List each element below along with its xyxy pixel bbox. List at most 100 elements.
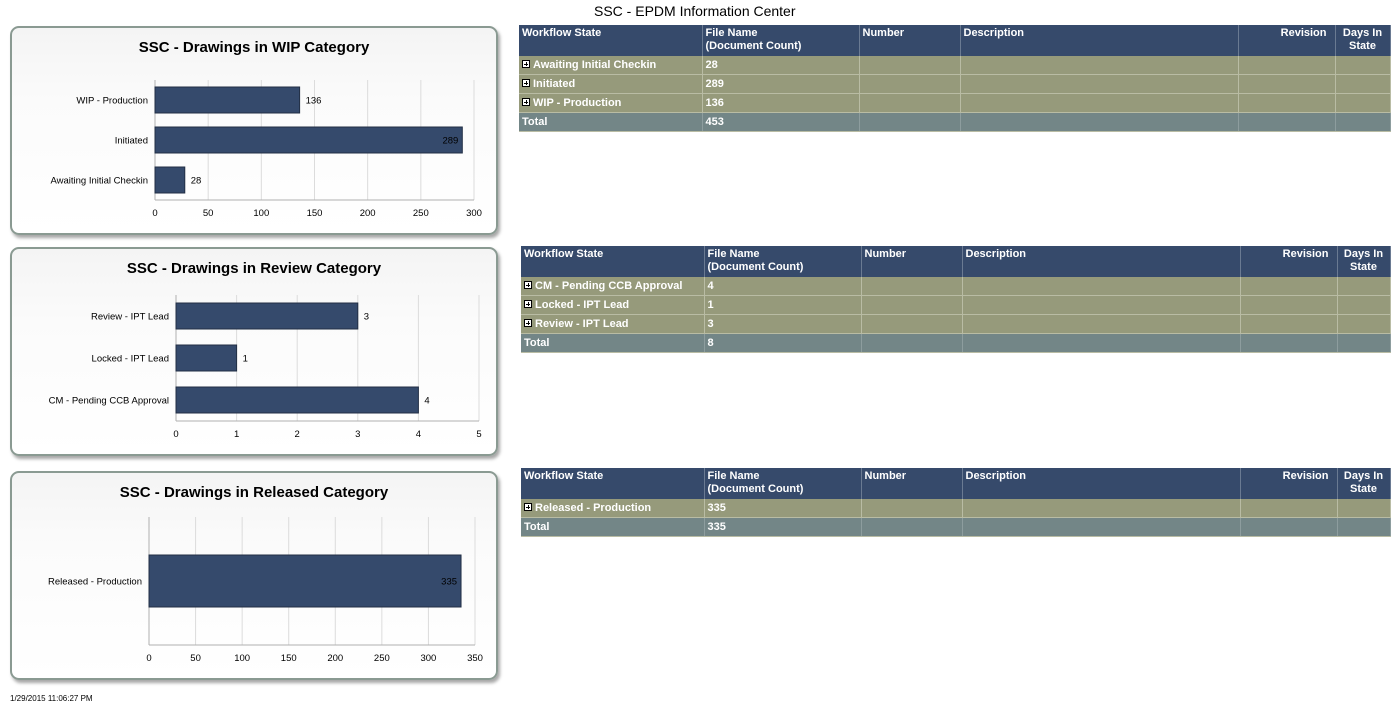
state-label: Initiated: [533, 78, 576, 90]
col-number[interactable]: Number: [859, 25, 961, 56]
expand-icon[interactable]: [524, 319, 532, 327]
col-revision[interactable]: Revision: [1240, 246, 1338, 277]
category-label: Initiated: [115, 136, 148, 147]
total-label: Total: [519, 112, 703, 132]
col-days-in-state[interactable]: Days In State: [1337, 246, 1391, 277]
state-label: Locked - IPT Lead: [535, 299, 630, 311]
state-label: Released - Production: [535, 502, 652, 514]
x-tick-label: 0: [173, 429, 178, 440]
count-cell: 289: [702, 74, 860, 94]
x-tick-label: 200: [327, 653, 343, 664]
review-state-table: Workflow State File Name (Document Count…: [521, 246, 1391, 353]
table-row: WIP - Production 136: [519, 93, 1391, 113]
count-cell: 4: [704, 277, 862, 296]
x-tick-label: 50: [190, 653, 201, 664]
chart-title: SSC - Drawings in WIP Category: [139, 39, 370, 56]
value-label: 3: [364, 312, 369, 323]
col-number[interactable]: Number: [861, 468, 963, 499]
x-tick-label: 300: [420, 653, 436, 664]
x-tick-label: 100: [234, 653, 250, 664]
expand-icon[interactable]: [522, 79, 530, 87]
table-row: Review - IPT Lead 3: [521, 314, 1391, 334]
expand-icon[interactable]: [524, 300, 532, 308]
x-tick-label: 350: [467, 653, 483, 664]
total-row: Total 8: [521, 333, 1391, 353]
col-workflow-state[interactable]: Workflow State: [519, 25, 703, 56]
x-tick-label: 2: [295, 429, 300, 440]
x-tick-label: 1: [234, 429, 239, 440]
col-revision[interactable]: Revision: [1240, 468, 1338, 499]
x-tick-label: 150: [281, 653, 297, 664]
wip-bar-chart: SSC - Drawings in WIP Category 0 50 100 150 2…: [50, 39, 482, 219]
x-tick-label: 4: [416, 429, 421, 440]
x-tick-label: 3: [355, 429, 360, 440]
col-description[interactable]: Description: [962, 246, 1241, 277]
state-cell[interactable]: CM - Pending CCB Approval: [521, 277, 705, 296]
col-file-name[interactable]: File Name (Document Count): [702, 25, 860, 56]
bar[interactable]: [148, 554, 462, 608]
x-tick-label: 150: [307, 208, 323, 219]
col-description[interactable]: Description: [960, 25, 1239, 56]
total-count: 8: [704, 333, 862, 353]
table-row: Initiated 289: [519, 74, 1391, 94]
state-cell[interactable]: WIP - Production: [519, 93, 703, 113]
state-cell[interactable]: Initiated: [519, 74, 703, 94]
table-row: CM - Pending CCB Approval 4: [521, 277, 1391, 296]
state-cell[interactable]: Awaiting Initial Checkin: [519, 56, 703, 75]
col-description[interactable]: Description: [962, 468, 1241, 499]
col-revision[interactable]: Revision: [1238, 25, 1336, 56]
total-label: Total: [521, 333, 705, 353]
bar[interactable]: [175, 302, 359, 330]
x-tick-label: 0: [152, 208, 157, 219]
table-row: Locked - IPT Lead 1: [521, 295, 1391, 315]
state-label: CM - Pending CCB Approval: [535, 280, 683, 292]
count-cell: 136: [702, 93, 860, 113]
value-label: 1: [243, 354, 248, 365]
expand-icon[interactable]: [524, 503, 532, 511]
col-file-name[interactable]: File Name (Document Count): [704, 246, 862, 277]
total-row: Total 453: [519, 112, 1391, 132]
table-row: Released - Production 335: [521, 499, 1391, 518]
state-cell[interactable]: Released - Production: [521, 499, 705, 518]
report-timestamp: 1/29/2015 11:06:27 PM: [10, 694, 93, 703]
bar[interactable]: [175, 344, 238, 372]
x-tick-label: 0: [146, 653, 151, 664]
x-tick-label: 200: [360, 208, 376, 219]
table-header-row: Workflow State File Name (Document Count…: [521, 246, 1391, 277]
state-label: WIP - Production: [533, 97, 622, 109]
expand-icon[interactable]: [522, 98, 530, 106]
expand-icon[interactable]: [522, 60, 530, 68]
bar[interactable]: [175, 386, 419, 414]
col-workflow-state[interactable]: Workflow State: [521, 246, 705, 277]
col-number[interactable]: Number: [861, 246, 963, 277]
total-row: Total 335: [521, 517, 1391, 537]
col-workflow-state[interactable]: Workflow State: [521, 468, 705, 499]
col-days-in-state[interactable]: Days In State: [1337, 468, 1391, 499]
review-bar-chart: SSC - Drawings in Review Category 0 1 2 3 4 5 R…: [49, 260, 482, 440]
state-label: Awaiting Initial Checkin: [533, 59, 657, 71]
value-label: 28: [191, 176, 202, 187]
table-row: Awaiting Initial Checkin 28: [519, 56, 1391, 75]
bar[interactable]: [154, 166, 186, 194]
chart-title: SSC - Drawings in Review Category: [127, 260, 382, 277]
bar[interactable]: [154, 126, 463, 154]
x-tick-label: 250: [413, 208, 429, 219]
x-tick-label: 100: [253, 208, 269, 219]
x-tick-label: 300: [466, 208, 482, 219]
state-cell[interactable]: Locked - IPT Lead: [521, 295, 705, 315]
category-label: WIP - Production: [76, 96, 148, 107]
col-days-in-state[interactable]: Days In State: [1335, 25, 1391, 56]
category-label: Released - Production: [48, 577, 142, 588]
state-cell[interactable]: Review - IPT Lead: [521, 314, 705, 334]
category-label: Review - IPT Lead: [91, 312, 169, 323]
wip-chart-panel: SSC - Drawings in WIP Category 0 50 100 150 2…: [10, 26, 498, 235]
value-label: 4: [424, 396, 429, 407]
x-tick-label: 5: [476, 429, 481, 440]
count-cell: 3: [704, 314, 862, 334]
bar[interactable]: [154, 86, 301, 114]
col-file-name[interactable]: File Name (Document Count): [704, 468, 862, 499]
count-cell: 1: [704, 295, 862, 315]
category-label: Awaiting Initial Checkin: [50, 176, 148, 187]
expand-icon[interactable]: [524, 281, 532, 289]
released-bar-chart: SSC - Drawings in Released Category 0 50 10…: [48, 484, 483, 664]
